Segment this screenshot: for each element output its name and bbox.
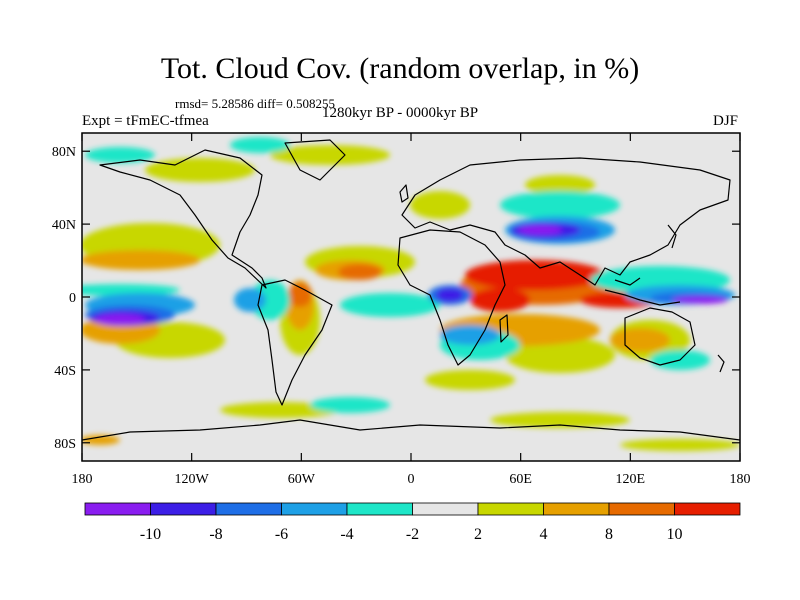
colorbar-swatch bbox=[543, 502, 610, 516]
colorbar-swatch bbox=[150, 502, 217, 516]
britain-coast bbox=[399, 184, 409, 203]
africa-coast bbox=[397, 229, 506, 366]
x-tick-label: 120E bbox=[616, 472, 646, 487]
colorbar-swatch bbox=[215, 502, 282, 516]
north-america-coast bbox=[99, 149, 267, 289]
cloud-anomaly-field bbox=[82, 137, 740, 451]
x-tick-label: 120W bbox=[175, 472, 210, 487]
colorbar-swatch bbox=[84, 502, 151, 516]
greenland-coast bbox=[284, 139, 346, 181]
australia-coast bbox=[624, 307, 696, 366]
antarctica-coast bbox=[82, 419, 740, 441]
colorbar-swatch bbox=[281, 502, 348, 516]
season-label: DJF bbox=[712, 113, 738, 129]
x-tick-label: 60E bbox=[509, 472, 532, 487]
colorbar-label: -10 bbox=[140, 526, 161, 543]
colorbar-label: -2 bbox=[406, 526, 419, 543]
colorbar-label: 8 bbox=[605, 526, 613, 543]
colorbar-swatch bbox=[346, 502, 413, 516]
colorbar-label: -8 bbox=[209, 526, 222, 543]
colorbar-swatch bbox=[477, 502, 544, 516]
y-tick-label: 0 bbox=[69, 291, 76, 306]
anomaly-below-minus-10-regions bbox=[95, 225, 728, 326]
colorbar-label: -4 bbox=[340, 526, 353, 543]
anomaly-minus-2-to-4-regions bbox=[82, 137, 730, 413]
x-tick-label: 60W bbox=[288, 472, 316, 487]
colorbar-label: 10 bbox=[667, 526, 683, 543]
y-tick-label: 80S bbox=[54, 437, 76, 452]
colorbar-swatch bbox=[608, 502, 675, 516]
y-tick-label: 80N bbox=[52, 145, 76, 160]
japan-coast bbox=[667, 224, 677, 249]
y-tick-label: 40S bbox=[54, 364, 76, 379]
indonesia-coast bbox=[604, 289, 681, 306]
colorbar-label: 2 bbox=[474, 526, 482, 543]
madagascar-coast bbox=[499, 314, 509, 343]
x-tick-label: 0 bbox=[408, 472, 415, 487]
y-tick-label: 40N bbox=[52, 218, 76, 233]
new-zealand-coast bbox=[717, 354, 725, 373]
borneo-coast bbox=[614, 277, 641, 286]
colorbar-label: 4 bbox=[540, 526, 548, 543]
figure-title: Tot. Cloud Cov. (random overlap, in %) bbox=[160, 52, 640, 85]
experiment-label: Expt = tFmEC-tfmea bbox=[82, 113, 209, 129]
coastlines bbox=[82, 139, 740, 441]
colorbar: -10 -8 -6 -4 -2 2 4 8 10 bbox=[84, 502, 741, 543]
x-tick-label: 180 bbox=[730, 472, 751, 487]
colorbar-swatch bbox=[674, 502, 741, 516]
stats-label: rmsd= 5.28586 diff= 0.508255 bbox=[175, 96, 335, 111]
south-america-coast bbox=[257, 279, 333, 406]
map-axis-ticks: 180 120W 60W 0 60E 120E 180 80N 40N 0 40S 80S bbox=[52, 133, 751, 487]
colorbar-label: -6 bbox=[275, 526, 288, 543]
period-label: 1280kyr BP - 0000kyr BP bbox=[322, 105, 479, 121]
eurasia-coast bbox=[401, 157, 731, 286]
colorbar-swatch bbox=[412, 502, 479, 516]
x-tick-label: 180 bbox=[72, 472, 93, 487]
